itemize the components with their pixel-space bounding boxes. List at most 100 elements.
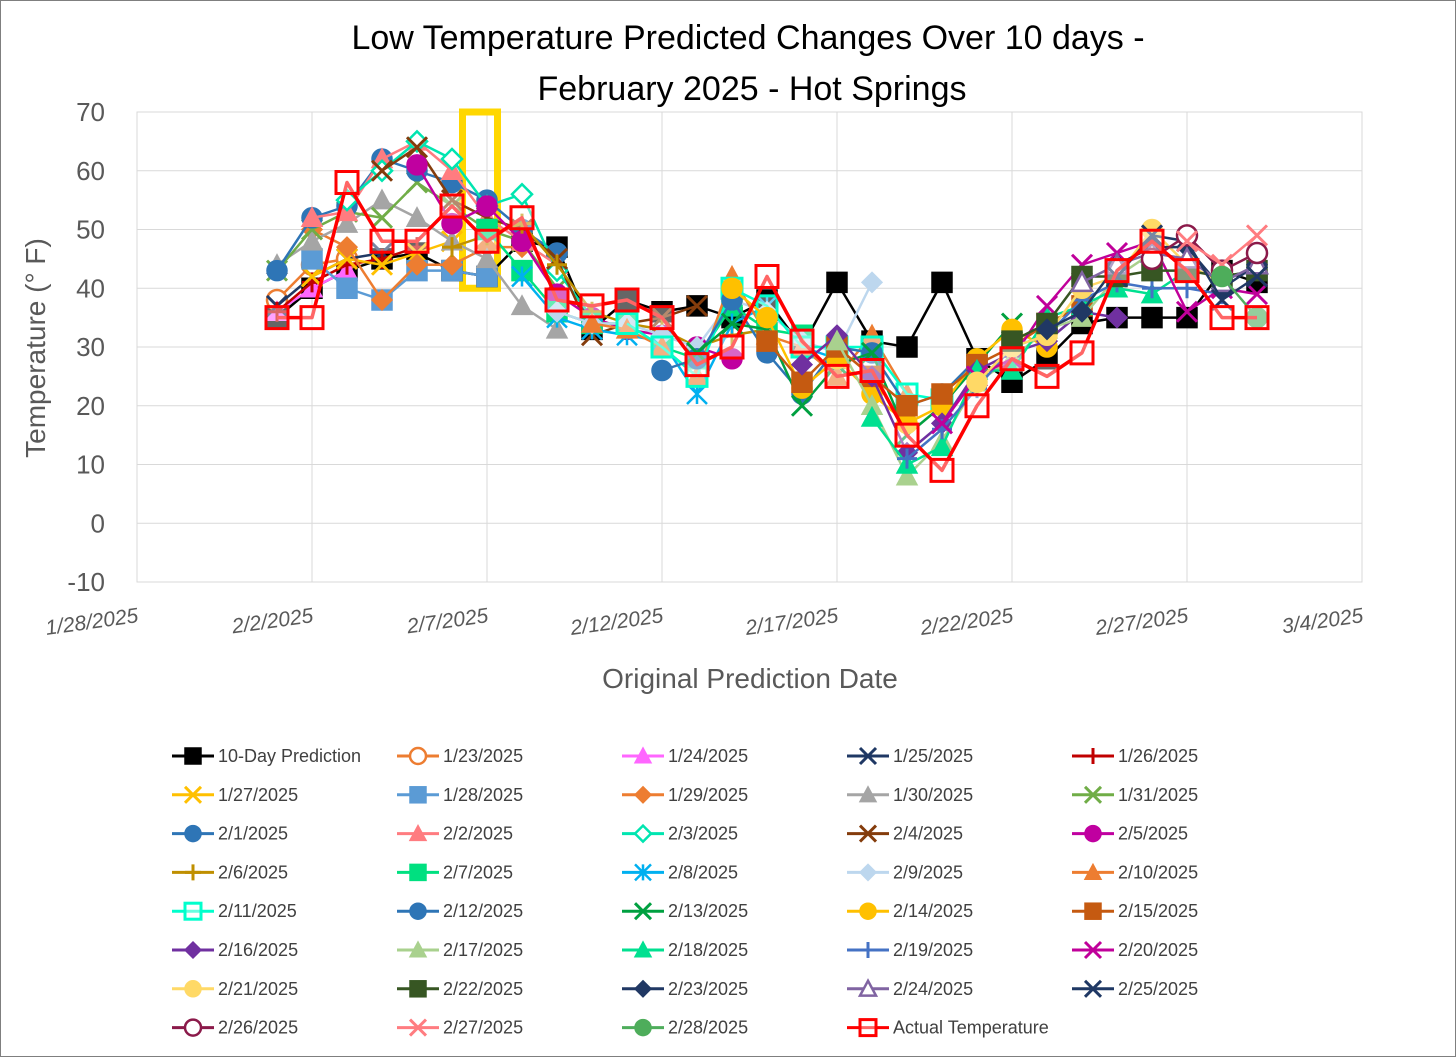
legend-item: 1/28/2025 bbox=[397, 785, 523, 805]
series-layer bbox=[264, 129, 1270, 486]
data-point bbox=[614, 287, 640, 313]
data-point bbox=[1175, 224, 1199, 247]
data-point bbox=[335, 236, 359, 259]
legend-marker bbox=[858, 1018, 878, 1038]
data-point bbox=[1245, 265, 1269, 288]
legend-item: 1/29/2025 bbox=[622, 785, 748, 805]
data-point bbox=[266, 259, 288, 282]
legend-label: 2/7/2025 bbox=[443, 862, 513, 882]
legend-label: 2/20/2025 bbox=[1118, 940, 1198, 960]
x-tick-label: 1/28/2025 bbox=[44, 604, 140, 640]
data-point bbox=[1209, 305, 1235, 331]
legend-item: 2/4/2025 bbox=[847, 824, 963, 844]
legend-label: 2/26/2025 bbox=[218, 1018, 298, 1038]
data-point bbox=[1070, 300, 1094, 323]
data-point bbox=[336, 277, 358, 299]
legend-item: 2/18/2025 bbox=[622, 940, 748, 960]
legend-label: 2/12/2025 bbox=[443, 901, 523, 921]
data-point bbox=[930, 435, 954, 457]
data-point bbox=[334, 170, 360, 195]
legend-marker bbox=[409, 902, 427, 920]
chart-title: Low Temperature Predicted Changes Over 1… bbox=[351, 19, 1144, 57]
legend-item: 2/24/2025 bbox=[847, 978, 973, 999]
data-point bbox=[929, 457, 955, 483]
data-point bbox=[369, 228, 395, 254]
data-point bbox=[859, 358, 885, 383]
legend-marker bbox=[1083, 785, 1103, 804]
data-point bbox=[1069, 269, 1095, 293]
data-point bbox=[897, 448, 917, 469]
legend-item: 1/30/2025 bbox=[847, 785, 973, 805]
data-point bbox=[1175, 230, 1199, 253]
legend-item: 2/28/2025 bbox=[622, 1018, 748, 1038]
data-point bbox=[1176, 306, 1198, 329]
legend-label: 2/6/2025 bbox=[218, 862, 288, 882]
series-line bbox=[696, 322, 1013, 437]
data-point bbox=[1140, 247, 1164, 271]
data-point bbox=[475, 247, 499, 269]
data-point bbox=[966, 371, 988, 393]
data-point bbox=[370, 288, 394, 312]
legend-item: 1/24/2025 bbox=[622, 746, 748, 766]
chart-title-line2: February 2025 - Hot Springs bbox=[538, 70, 967, 108]
legend-label: 2/9/2025 bbox=[893, 862, 963, 882]
legend-label: 2/24/2025 bbox=[893, 979, 973, 999]
legend-label: 2/19/2025 bbox=[893, 940, 973, 960]
legend-item: 1/25/2025 bbox=[847, 746, 973, 766]
data-point bbox=[440, 189, 464, 212]
data-point bbox=[824, 363, 850, 389]
legend-marker bbox=[633, 940, 653, 958]
data-point bbox=[931, 383, 953, 405]
series-line bbox=[906, 281, 1223, 460]
legend-marker bbox=[1084, 824, 1102, 843]
legend-item: 2/11/2025 bbox=[172, 901, 297, 921]
data-point bbox=[510, 294, 534, 316]
legend-marker bbox=[183, 785, 203, 804]
legend-label: 2/11/2025 bbox=[218, 901, 297, 921]
data-point bbox=[1141, 306, 1163, 329]
legend-item: 2/12/2025 bbox=[397, 901, 523, 921]
legend-label: 10-Day Prediction bbox=[218, 746, 361, 766]
series-2-27-2025 bbox=[1175, 224, 1269, 276]
x-tick-label: 3/4/2025 bbox=[1281, 604, 1365, 638]
legend-label: 2/10/2025 bbox=[1118, 862, 1198, 882]
data-point bbox=[756, 306, 778, 329]
legend-label: Actual Temperature bbox=[893, 1018, 1049, 1038]
data-point bbox=[1245, 224, 1269, 247]
legend-marker bbox=[409, 980, 427, 998]
legend-item: 1/23/2025 bbox=[397, 746, 523, 766]
data-point bbox=[370, 159, 394, 182]
legend-marker bbox=[859, 902, 877, 920]
legend-marker bbox=[183, 901, 203, 921]
legend-label: 1/25/2025 bbox=[893, 746, 973, 766]
data-point bbox=[1105, 306, 1129, 329]
legend-item: 2/25/2025 bbox=[1072, 979, 1198, 999]
data-point bbox=[545, 317, 569, 339]
data-point bbox=[1140, 224, 1164, 247]
data-point bbox=[300, 229, 324, 251]
y-tick-label: 50 bbox=[76, 215, 105, 245]
x-tick-label: 2/7/2025 bbox=[405, 604, 490, 638]
legend-label: 2/3/2025 bbox=[668, 824, 738, 844]
data-point bbox=[370, 206, 394, 229]
legend-marker bbox=[633, 746, 653, 764]
legend-item: 2/8/2025 bbox=[622, 862, 738, 882]
data-point bbox=[510, 182, 534, 207]
legend-marker bbox=[857, 978, 879, 997]
legend-label: 2/8/2025 bbox=[668, 862, 738, 882]
legend-label: 1/24/2025 bbox=[668, 746, 748, 766]
legend-label: 2/4/2025 bbox=[893, 824, 963, 844]
plot-grid bbox=[136, 111, 1363, 583]
legend-marker bbox=[184, 824, 202, 843]
legend-marker bbox=[409, 786, 427, 804]
y-axis-label: Temperature (° F) bbox=[20, 238, 51, 458]
data-point bbox=[650, 335, 674, 359]
legend-marker bbox=[858, 785, 878, 803]
data-point bbox=[300, 206, 324, 227]
legend-label: 2/2/2025 bbox=[443, 824, 513, 844]
data-point bbox=[789, 328, 815, 354]
legend-marker bbox=[408, 1018, 428, 1037]
legend-item: 2/27/2025 bbox=[397, 1018, 523, 1038]
data-point bbox=[1001, 330, 1023, 352]
legend-item: 2/2/2025 bbox=[397, 824, 513, 844]
